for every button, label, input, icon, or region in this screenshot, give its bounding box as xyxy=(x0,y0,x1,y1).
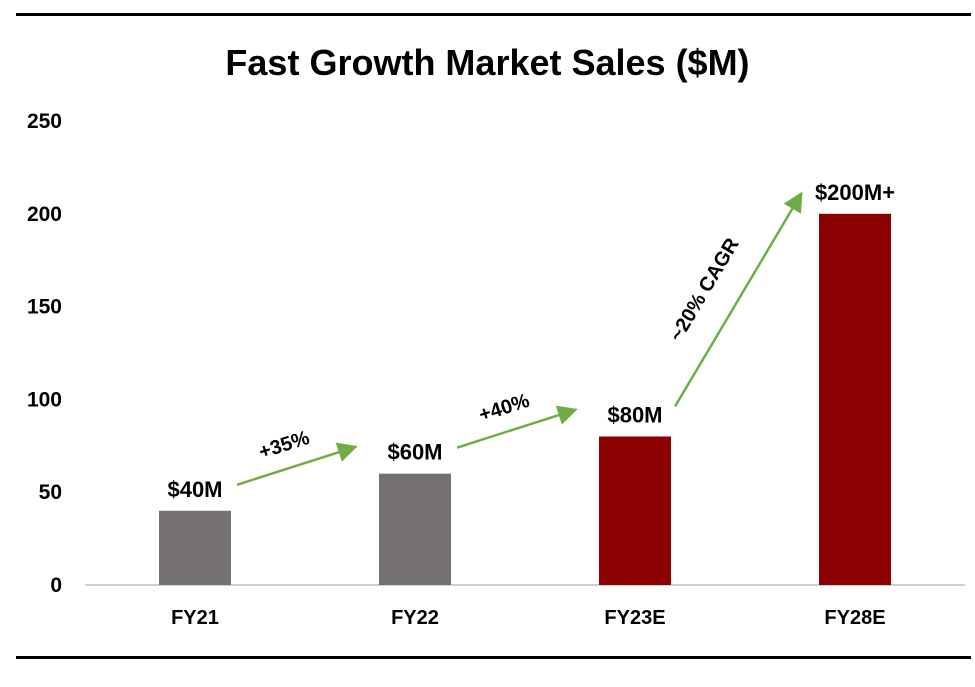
bars-group xyxy=(159,213,891,586)
growth-annotation: +35% xyxy=(256,427,312,464)
data-label: $60M xyxy=(387,440,442,465)
growth-arrow xyxy=(456,405,578,449)
growth-arrow xyxy=(673,191,803,408)
growth-arrow xyxy=(236,442,358,486)
y-tick-label: 150 xyxy=(27,296,62,319)
bar xyxy=(599,436,671,585)
bar xyxy=(379,473,451,585)
x-category-label: FY23E xyxy=(604,607,665,629)
bar xyxy=(819,213,891,586)
y-axis-ticks: 0 50 100 150 200 250 xyxy=(27,110,62,597)
chart-title: Fast Growth Market Sales ($M) xyxy=(225,42,750,83)
growth-annotation: ~20% CAGR xyxy=(665,234,744,346)
top-rule xyxy=(16,13,971,16)
data-label: $40M xyxy=(167,477,222,502)
x-category-label: FY22 xyxy=(391,607,439,629)
bar xyxy=(159,510,231,585)
growth-arrows: +35% +40% ~20% CAGR xyxy=(236,191,803,486)
y-tick-label: 250 xyxy=(27,110,62,133)
y-tick-label: 0 xyxy=(50,574,62,597)
x-axis-categories: FY21 FY22 FY23E FY28E xyxy=(171,607,885,629)
bottom-rule xyxy=(16,656,971,659)
y-tick-label: 50 xyxy=(39,481,62,504)
data-labels: $40M $60M $80M $200M+ xyxy=(167,180,895,502)
growth-annotation: +40% xyxy=(476,390,532,427)
x-category-label: FY28E xyxy=(824,607,885,629)
data-label: $80M xyxy=(607,403,662,428)
y-tick-label: 200 xyxy=(27,203,62,226)
y-tick-label: 100 xyxy=(27,388,62,411)
x-category-label: FY21 xyxy=(171,607,219,629)
data-label: $200M+ xyxy=(815,180,895,205)
